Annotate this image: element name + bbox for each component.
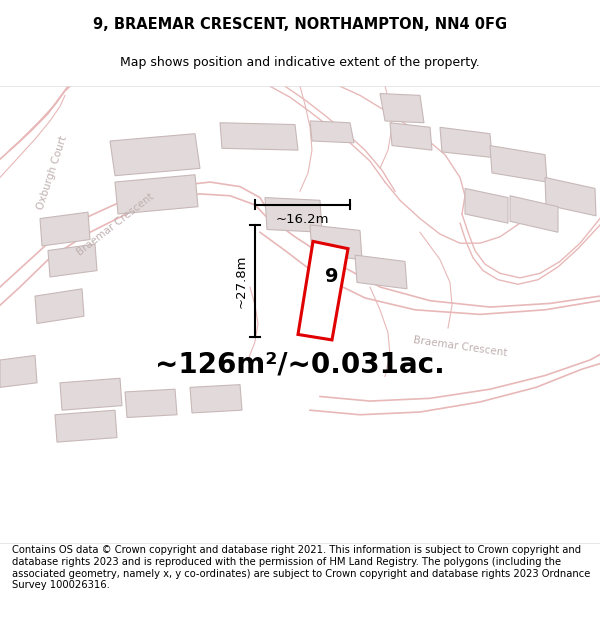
Text: Braemar Crescent: Braemar Crescent [412,335,508,358]
Polygon shape [40,212,90,246]
Polygon shape [355,255,407,289]
Polygon shape [465,189,508,223]
Polygon shape [390,122,432,150]
Polygon shape [310,225,362,259]
Polygon shape [380,94,424,122]
Text: ~126m²/~0.031ac.: ~126m²/~0.031ac. [155,351,445,379]
Text: 9: 9 [325,266,339,286]
Polygon shape [125,389,177,418]
Text: ~16.2m: ~16.2m [276,213,329,226]
Polygon shape [265,198,322,232]
Text: Braemar Crescent: Braemar Crescent [74,192,155,258]
Text: Contains OS data © Crown copyright and database right 2021. This information is : Contains OS data © Crown copyright and d… [12,545,590,590]
Text: Oxburgh Court: Oxburgh Court [35,134,68,211]
Polygon shape [440,127,492,158]
Polygon shape [220,122,298,150]
Polygon shape [298,241,348,340]
Text: Map shows position and indicative extent of the property.: Map shows position and indicative extent… [120,56,480,69]
Polygon shape [115,175,198,214]
Polygon shape [35,289,84,324]
Polygon shape [48,244,97,277]
Text: 9, BRAEMAR CRESCENT, NORTHAMPTON, NN4 0FG: 9, BRAEMAR CRESCENT, NORTHAMPTON, NN4 0F… [93,17,507,32]
Polygon shape [190,384,242,413]
Text: ~27.8m: ~27.8m [235,254,248,308]
Polygon shape [490,146,547,182]
Polygon shape [510,196,558,232]
Polygon shape [55,410,117,442]
Polygon shape [545,177,596,216]
Polygon shape [310,121,354,143]
Polygon shape [110,134,200,176]
Polygon shape [60,378,122,410]
Polygon shape [0,356,37,388]
